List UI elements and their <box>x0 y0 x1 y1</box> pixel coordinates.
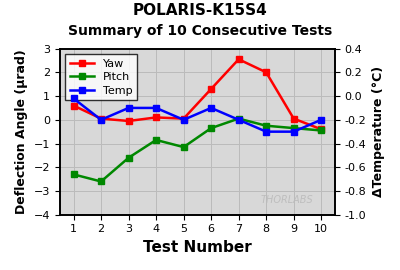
Y-axis label: ΔTemperature (°C): ΔTemperature (°C) <box>372 66 385 197</box>
Text: THORLABS: THORLABS <box>261 195 314 205</box>
Line: Pitch: Pitch <box>71 116 324 184</box>
Temp <box>291 130 296 133</box>
Temp <box>209 106 214 110</box>
Yaw <box>154 116 158 119</box>
Yaw <box>319 128 324 131</box>
Yaw <box>264 71 268 74</box>
Pitch <box>236 117 241 120</box>
Pitch <box>291 126 296 130</box>
Temp <box>236 118 241 122</box>
Pitch <box>264 124 268 127</box>
Pitch <box>181 146 186 149</box>
Pitch <box>99 180 104 183</box>
Pitch <box>209 126 214 130</box>
Temp <box>71 97 76 100</box>
Temp <box>154 106 158 110</box>
Pitch <box>126 156 131 159</box>
Yaw <box>209 87 214 90</box>
Yaw <box>236 58 241 61</box>
Temp <box>99 118 104 122</box>
X-axis label: Test Number: Test Number <box>143 240 252 255</box>
Text: Summary of 10 Consecutive Tests: Summary of 10 Consecutive Tests <box>68 24 332 38</box>
Y-axis label: Deflection Angle (μrad): Deflection Angle (μrad) <box>15 49 28 214</box>
Temp <box>181 118 186 122</box>
Yaw <box>71 104 76 107</box>
Pitch <box>319 129 324 132</box>
Pitch <box>154 138 158 141</box>
Yaw <box>99 117 104 120</box>
Text: POLARIS-K15S4: POLARIS-K15S4 <box>133 3 267 18</box>
Yaw <box>126 119 131 123</box>
Yaw <box>291 117 296 120</box>
Temp <box>264 130 268 133</box>
Temp <box>126 106 131 110</box>
Legend: Yaw, Pitch, Temp: Yaw, Pitch, Temp <box>65 54 137 100</box>
Pitch <box>71 173 76 176</box>
Line: Yaw: Yaw <box>71 56 324 132</box>
Line: Temp: Temp <box>71 96 324 134</box>
Temp <box>319 118 324 122</box>
Yaw <box>181 117 186 120</box>
